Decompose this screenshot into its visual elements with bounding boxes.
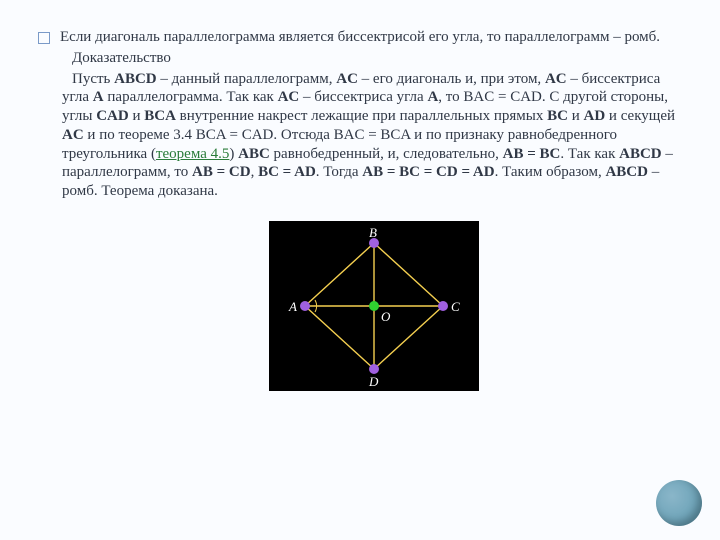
proof-heading: Доказательство — [62, 49, 686, 68]
corner-decoration — [656, 480, 702, 526]
svg-text:B: B — [369, 225, 377, 240]
svg-text:A: A — [288, 299, 297, 314]
figure-container: A B C D O — [62, 221, 686, 391]
bullet-icon — [38, 32, 50, 44]
slide-content: Если диагональ параллелограмма является … — [34, 28, 686, 391]
svg-text:D: D — [368, 374, 379, 389]
theorem-link[interactable]: теорема 4.5 — [156, 146, 229, 162]
rhombus-diagram: A B C D O — [269, 221, 479, 391]
svg-text:C: C — [451, 299, 460, 314]
statement-row: Если диагональ параллелограмма является … — [62, 28, 686, 49]
proof-body: Пусть ABCD – данный параллелограмм, AC –… — [62, 70, 686, 201]
svg-text:O: O — [381, 309, 391, 324]
statement-text: Если диагональ параллелограмма является … — [60, 28, 660, 47]
